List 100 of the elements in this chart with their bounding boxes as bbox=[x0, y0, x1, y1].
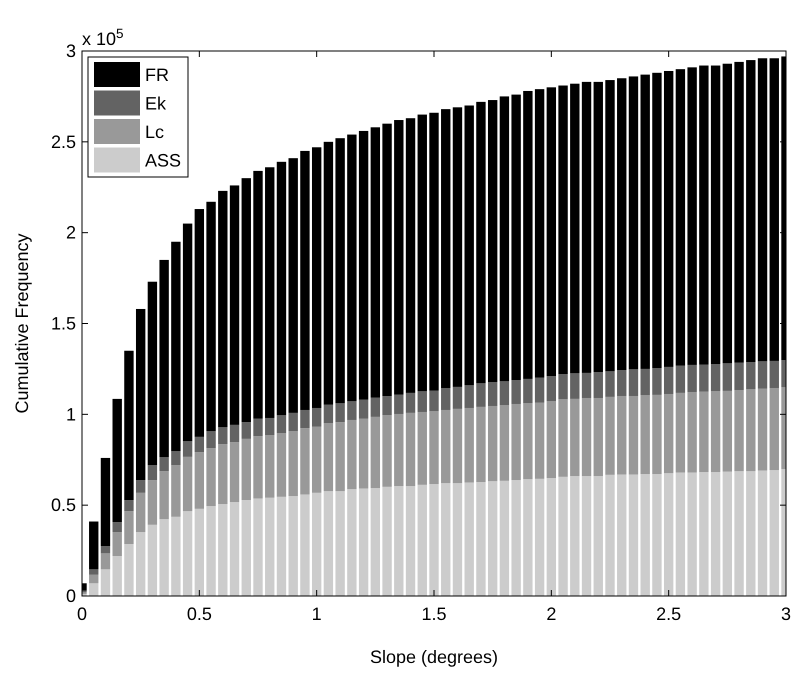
bar bbox=[452, 107, 462, 387]
bar bbox=[722, 390, 732, 472]
bar bbox=[418, 412, 427, 485]
bar bbox=[441, 410, 450, 484]
bar bbox=[746, 471, 756, 596]
bar bbox=[628, 76, 638, 370]
bar bbox=[687, 392, 697, 472]
bar bbox=[382, 415, 392, 487]
bar bbox=[406, 118, 416, 393]
bar bbox=[758, 388, 768, 470]
bar bbox=[218, 427, 228, 444]
bar bbox=[335, 403, 345, 422]
bar bbox=[124, 500, 134, 512]
bar bbox=[370, 398, 380, 417]
bar bbox=[171, 242, 181, 452]
bar bbox=[300, 150, 310, 410]
bar bbox=[676, 69, 686, 366]
bar bbox=[171, 451, 181, 466]
bar bbox=[182, 224, 192, 442]
bar bbox=[582, 82, 592, 373]
bar bbox=[617, 370, 626, 396]
bar bbox=[324, 142, 334, 405]
bar bbox=[758, 58, 768, 362]
bar bbox=[276, 415, 286, 434]
bar bbox=[652, 474, 662, 596]
bar bbox=[112, 556, 122, 596]
bar bbox=[617, 474, 626, 596]
bar bbox=[347, 489, 357, 596]
bar bbox=[534, 402, 544, 479]
bar bbox=[628, 369, 638, 396]
bar bbox=[640, 395, 650, 474]
bar bbox=[511, 94, 521, 380]
bar bbox=[582, 398, 592, 476]
bar bbox=[476, 482, 486, 596]
y-tick-label: 0 bbox=[66, 586, 76, 606]
bar bbox=[710, 472, 720, 596]
bar bbox=[182, 441, 192, 457]
legend-label: FR bbox=[145, 65, 169, 85]
bar bbox=[148, 282, 158, 466]
bar bbox=[687, 364, 697, 392]
bar bbox=[242, 500, 251, 596]
bar bbox=[394, 486, 404, 596]
bar bbox=[722, 472, 732, 596]
bar bbox=[640, 74, 650, 369]
bar bbox=[511, 404, 521, 480]
x-tick-label: 2 bbox=[546, 604, 556, 624]
bar bbox=[159, 457, 169, 472]
bar bbox=[734, 362, 744, 390]
bar bbox=[159, 519, 169, 596]
bar bbox=[594, 476, 603, 596]
bar bbox=[628, 474, 638, 596]
bar bbox=[89, 522, 98, 570]
bar bbox=[452, 483, 462, 596]
bar bbox=[124, 511, 134, 544]
y-axis-title: Cumulative Frequency bbox=[12, 233, 32, 414]
bar bbox=[418, 391, 427, 412]
bar bbox=[546, 401, 556, 478]
bar bbox=[288, 158, 298, 413]
bar bbox=[100, 569, 110, 596]
bar bbox=[89, 569, 98, 575]
bar bbox=[206, 431, 216, 448]
bar bbox=[194, 508, 204, 596]
bar bbox=[570, 84, 580, 374]
bar bbox=[523, 378, 533, 404]
bar bbox=[664, 70, 674, 367]
bar bbox=[324, 404, 334, 424]
bar bbox=[335, 138, 345, 404]
bar bbox=[429, 484, 439, 596]
bar bbox=[358, 418, 368, 488]
bar bbox=[394, 414, 404, 486]
bar bbox=[511, 480, 521, 596]
bar bbox=[605, 474, 615, 596]
bar bbox=[312, 492, 322, 596]
bar bbox=[582, 476, 592, 596]
bar bbox=[488, 382, 498, 406]
x-tick-label: 2.5 bbox=[656, 604, 682, 624]
bar bbox=[324, 491, 334, 596]
bar bbox=[242, 438, 251, 500]
bar bbox=[441, 388, 450, 410]
bar bbox=[312, 408, 322, 427]
bar bbox=[511, 380, 521, 404]
bar bbox=[265, 498, 274, 596]
bar bbox=[182, 511, 192, 596]
bar bbox=[441, 109, 450, 388]
bar bbox=[605, 80, 615, 372]
bar bbox=[652, 394, 662, 474]
bar bbox=[194, 452, 204, 509]
bar bbox=[89, 583, 98, 596]
bar bbox=[710, 66, 720, 364]
bar bbox=[358, 488, 368, 596]
bar bbox=[418, 484, 427, 596]
bar bbox=[394, 394, 404, 414]
bar bbox=[464, 106, 474, 386]
bar bbox=[288, 496, 298, 596]
bar bbox=[276, 162, 286, 416]
bar bbox=[429, 112, 439, 391]
bar bbox=[710, 391, 720, 472]
bar bbox=[324, 423, 334, 492]
bar bbox=[159, 471, 169, 520]
bar bbox=[488, 406, 498, 482]
